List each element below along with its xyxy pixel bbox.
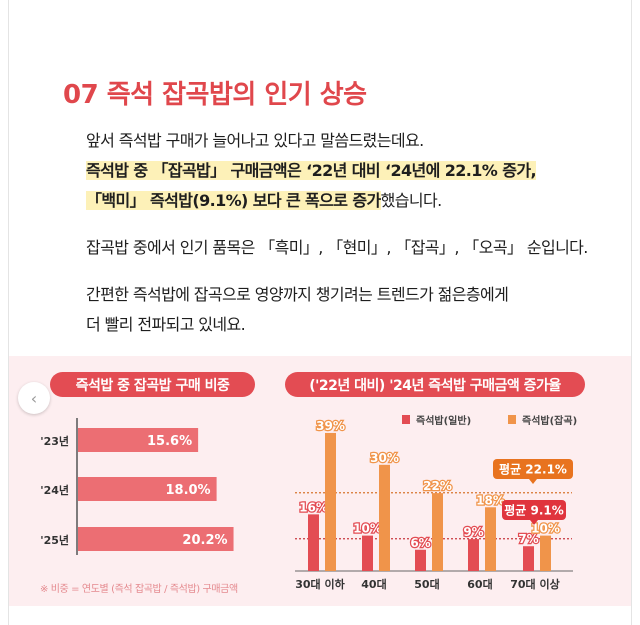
- prev-slide-button[interactable]: ‹: [18, 382, 50, 414]
- average-callout: [493, 459, 573, 479]
- bar-value-label: 39%: [316, 419, 345, 433]
- bar-value-label: 18.0%: [165, 483, 210, 498]
- content-frame: [8, 0, 632, 625]
- bar: [432, 493, 443, 571]
- average-label: 평균 9.1%: [504, 504, 564, 518]
- average-label: 평균 22.1%: [499, 463, 567, 477]
- bar: [78, 477, 217, 501]
- bar: [485, 507, 496, 571]
- category-label: 50대: [414, 577, 439, 591]
- right-bar-chart: 즉석밥(일반) 즉석밥(잡곡) 16% 39% 30대 이하 10% 30% 40대 6% 22%…: [295, 414, 577, 591]
- callout-pointer: [530, 520, 538, 525]
- legend-label: 즉석밥(일반): [416, 414, 471, 427]
- bar: [540, 535, 551, 571]
- average-callout: [502, 500, 566, 520]
- category-label: '23년: [40, 434, 69, 448]
- category-label: 40대: [361, 577, 386, 591]
- bar: [308, 514, 319, 571]
- right-chart-title: ('22년 대비) '24년 즉석밥 구매금액 증가율: [285, 372, 585, 397]
- body-line-3-rest: 했습니다.: [380, 191, 443, 210]
- bar-value-label: 22%: [423, 479, 452, 493]
- left-chart-title: 즉석밥 중 잡곡밥 구매 비중: [50, 372, 255, 397]
- chevron-left-icon: ‹: [30, 388, 38, 408]
- body-line-2: 즉석밥 중 「잡곡밥」 구매금액은 ‘22년 대비 ‘24년에 22.1% 증가…: [86, 161, 537, 180]
- left-bar-chart: 15.6% '23년 18.0% '24년 20.2% '25년: [40, 418, 234, 555]
- bar-value-label: 6%: [410, 536, 430, 550]
- bar-value-label: 16%: [299, 500, 328, 514]
- category-label: 60대: [467, 577, 492, 591]
- chart-note: ※ 비중 = 연도별 (즉석 잡곡밥 / 즉석밥) 구매금액: [40, 584, 238, 595]
- bar-value-label: 10%: [531, 522, 560, 536]
- bar-value-label: 15.6%: [147, 434, 192, 449]
- bar: [379, 464, 390, 571]
- category-label: '24년: [40, 483, 69, 497]
- bar-value-label: 7%: [518, 532, 538, 546]
- bar: [325, 432, 336, 571]
- bar: [523, 546, 534, 571]
- bar-value-label: 30%: [370, 451, 399, 465]
- bar-value-label: 18%: [476, 493, 505, 507]
- body-line-3-highlight: 「백미」 즉석밥(9.1%) 보다 큰 폭으로 증가: [86, 191, 381, 210]
- bar-value-label: 9%: [463, 525, 483, 539]
- category-label: '25년: [40, 533, 69, 547]
- body-line-5: 간편한 즉석밥에 잡곡으로 영양까지 챙기려는 트렌드가 젊은층에게: [86, 285, 509, 304]
- legend-swatch: [508, 415, 516, 424]
- bar-value-label: 10%: [353, 522, 382, 536]
- body-line-6: 더 빨리 전파되고 있네요.: [86, 315, 246, 334]
- bar: [78, 428, 199, 452]
- legend-swatch: [402, 415, 410, 424]
- bar-value-label: 20.2%: [182, 533, 227, 548]
- bar: [78, 527, 234, 551]
- category-label: 70대 이상: [510, 577, 560, 591]
- page-title: 07 즉석 잡곡밥의 인기 상승: [63, 80, 367, 110]
- category-label: 30대 이하: [295, 577, 345, 591]
- bar: [468, 539, 479, 571]
- bar: [362, 535, 373, 571]
- legend-label: 즉석밥(잡곡): [522, 414, 577, 427]
- bar: [415, 549, 426, 571]
- body-line-4: 잡곡밥 중에서 인기 품목은 「흑미」, 「현미」, 「잡곡」, 「오곡」 순입…: [86, 238, 588, 257]
- body-line-1: 앞서 즉석밥 구매가 늘어나고 있다고 말씀드렸는데요.: [86, 131, 424, 150]
- callout-pointer: [529, 479, 537, 484]
